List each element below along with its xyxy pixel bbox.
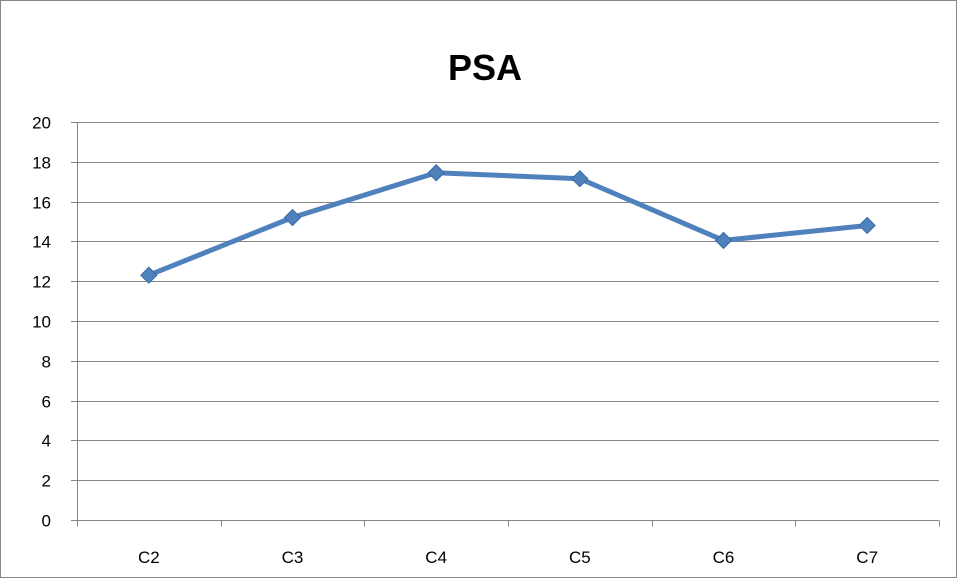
data-point-marker <box>283 208 302 227</box>
gridlines <box>77 122 939 481</box>
y-tick-label: 16 <box>32 194 51 213</box>
y-tick-label: 6 <box>42 393 51 412</box>
y-tick-label: 20 <box>32 114 51 133</box>
data-point-marker <box>140 266 158 284</box>
y-tick-label: 8 <box>42 353 51 372</box>
data-point-marker <box>714 231 733 250</box>
axes <box>71 122 940 527</box>
y-tick-label: 0 <box>42 512 51 531</box>
series-line <box>146 170 870 278</box>
y-tick-label: 14 <box>32 233 51 252</box>
x-tick-label: C6 <box>713 548 735 567</box>
data-point-marker <box>427 164 445 182</box>
x-tick-label: C5 <box>569 548 591 567</box>
chart-title: PSA <box>448 47 522 88</box>
y-tick-label: 4 <box>42 432 51 451</box>
data-point-marker <box>858 216 876 235</box>
y-tick-label: 18 <box>32 154 51 173</box>
x-axis-tick-labels: C2 C3 C4 C5 C6 C7 <box>138 548 878 567</box>
x-tick-label: C4 <box>425 548 447 567</box>
y-tick-label: 12 <box>32 273 51 292</box>
y-tick-label: 10 <box>32 313 51 332</box>
series-layer <box>140 164 876 284</box>
y-axis-tick-labels: 0 2 4 6 8 10 12 14 16 18 20 <box>32 114 51 531</box>
y-tick-label: 2 <box>42 472 51 491</box>
data-point-marker <box>571 170 589 188</box>
x-tick-label: C3 <box>282 548 304 567</box>
x-tick-label: C7 <box>856 548 878 567</box>
x-tick-label: C2 <box>138 548 160 567</box>
